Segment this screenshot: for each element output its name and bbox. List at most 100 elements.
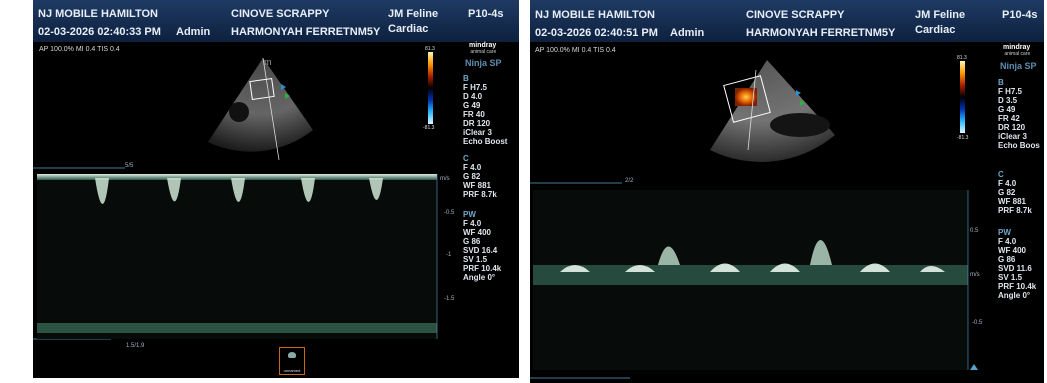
preset-name: Ninja SP [1000,61,1037,71]
param-group-heading: B [998,78,1004,87]
brand-sub: animal care [470,49,497,55]
param-value: G 86 [463,237,481,246]
param-value: D 4.0 [463,92,483,101]
sector-image [208,58,313,152]
param-group-heading: C [998,170,1004,179]
acoustic-output: AP 100.0% MI 0.4 TIS 0.4 [535,47,616,54]
color-velocity-bar [960,61,965,133]
operator: Admin [670,27,705,39]
doppler-peaks [658,240,832,265]
hospital-name: NJ MOBILE HAMILTON [38,8,158,20]
param-value: F H7.5 [463,83,488,92]
param-value: iClear 3 [998,132,1027,141]
param-value: WF 881 [998,197,1027,206]
time-label-top: 2/2 [625,178,634,184]
spectrum-baseline-band [37,174,437,180]
doppler-waveforms [95,178,383,204]
thumbnail-label: unnamed [283,368,301,373]
image-layer-right [530,60,978,379]
param-value: F 4.0 [998,237,1017,246]
sector-image [710,60,835,162]
param-value: G 49 [463,101,481,110]
ultrasound-panel-left: NJ MOBILE HAMILTON 02-03-2026 02:40:33 P… [33,0,519,378]
param-group-heading: C [463,154,469,163]
time-label-top: 5/5 [125,163,134,169]
exam-type: Cardiac [388,23,429,35]
thumbnail-icon [288,352,296,358]
color-scale-min: -81.3 [423,125,435,131]
param-group-heading: PW [463,210,476,219]
param-value: Echo Boos [998,141,1040,150]
ultrasound-panel-right: NJ MOBILE HAMILTON 02-03-2026 02:40:51 P… [530,0,1044,383]
param-value: F 4.0 [463,219,482,228]
param-value: PRF 10.4k [463,264,502,273]
color-scale-max: 81.3 [957,55,967,61]
doctor-name: JM Feline [388,8,439,20]
param-value: Echo Boost [463,137,508,146]
info-header: NJ MOBILE HAMILTON 02-03-2026 02:40:51 P… [530,0,1044,42]
focus-marker-green [285,93,290,99]
param-value: SV 1.5 [463,255,488,264]
color-scale-min: -81.3 [957,135,969,141]
param-value: F 4.0 [998,179,1017,188]
params-pw: PW F 4.0 WF 400 G 86 SVD 16.4 SV 1.5 PRF 10.4k… [463,210,501,282]
color-flow-jet [735,88,757,106]
patient-name: CINOVE SCRAPPY [231,8,330,20]
param-value: F H7.5 [998,87,1023,96]
doctor-name: JM Feline [915,9,966,21]
operator: Admin [176,26,211,38]
param-value: D 3.5 [998,96,1018,105]
param-value: G 86 [998,255,1016,264]
param-value: SV 1.5 [998,273,1023,282]
scroll-up-arrow-icon[interactable] [970,364,978,370]
param-value: WF 881 [463,181,492,190]
focus-marker-blue [281,84,286,90]
focus-marker-green [800,100,805,106]
time-label-bottom: 1.5/1.9 [126,343,145,349]
param-value: PRF 10.4k [998,282,1037,291]
param-value: SVD 16.4 [463,246,498,255]
brand-logo: mindray animal care [1003,44,1030,57]
info-header: NJ MOBILE HAMILTON 02-03-2026 02:40:33 P… [33,0,519,42]
param-value: FR 42 [998,114,1020,123]
param-value: Angle 0° [998,291,1031,300]
param-value: DR 120 [463,119,491,128]
preset-name: Ninja SP [465,58,502,68]
param-value: G 49 [998,105,1016,114]
param-value: PRF 8.7k [998,206,1032,215]
brand-name: mindray [469,42,497,49]
echo-shadow [229,102,249,122]
param-value: SVD 11.6 [998,264,1032,273]
clip-thumbnail[interactable]: unnamed [279,347,305,375]
exam-datetime: 02-03-2026 02:40:51 PM [535,27,658,39]
doppler-bright-beats [560,263,945,272]
cursor-line [747,69,757,151]
param-value: Angle 0° [463,273,496,282]
cursor-line [262,57,280,161]
spectrum-baseline-band [533,265,968,285]
param-value: G 82 [998,188,1016,197]
velocity-tick-2: -0.5 [972,320,983,326]
image-layer-left: m [33,57,438,340]
param-value: DR 120 [998,123,1026,132]
acoustic-output: AP 100.0% MI 0.4 TIS 0.4 [39,46,120,53]
param-value: G 82 [463,172,481,181]
color-scale-max: 81.3 [425,46,435,52]
color-roi-box [723,75,771,123]
color-velocity-bar [428,52,433,124]
exam-type: Cardiac [915,24,956,36]
patient-id: HARMONYAH FERRETNM5Y [231,26,381,38]
velocity-tick-2: -1 [446,252,452,258]
color-roi-box [249,77,275,101]
velocity-unit: m/s [440,176,450,182]
param-value: FR 40 [463,110,485,119]
exam-datetime: 02-03-2026 02:40:33 PM [38,26,161,38]
sector-marker: m [264,57,272,67]
hospital-name: NJ MOBILE HAMILTON [535,9,655,21]
focus-marker-blue [796,90,801,96]
param-value: F 4.0 [463,163,482,172]
